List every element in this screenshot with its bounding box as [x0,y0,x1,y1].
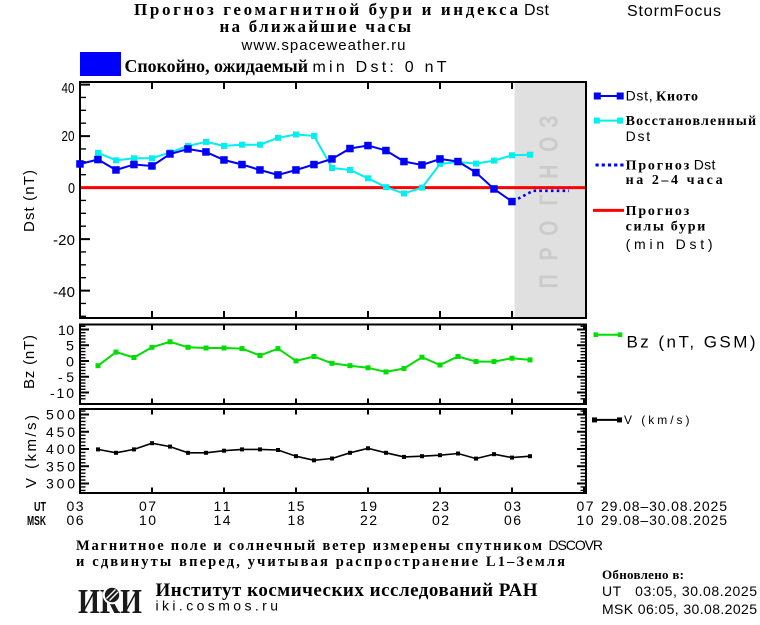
svg-text:07: 07 [577,498,594,514]
svg-text:Прогноз: Прогноз [626,204,690,219]
svg-text:Прогноз: Прогноз [626,159,690,174]
svg-text:Bz (nT, GSM): Bz (nT, GSM) [627,333,756,352]
svg-text:Институт космических исследова: Институт космических исследований РАН [156,580,538,601]
svg-text:З: З [534,116,563,128]
svg-text:29.08–30.08.2025: 29.08–30.08.2025 [601,512,727,528]
svg-text:на 2–4 часа: на 2–4 часа [626,173,723,188]
svg-text:350: 350 [46,458,75,474]
svg-text:02: 02 [432,512,449,528]
svg-text:300: 300 [46,476,75,492]
svg-text:40: 40 [62,80,75,97]
svg-text:Dst,: Dst, [626,88,653,104]
svg-text:силы бури: силы бури [626,220,706,235]
svg-text:О: О [534,137,563,152]
svg-text:UT: UT [34,499,46,514]
svg-text:450: 450 [46,424,75,440]
svg-text:StormFocus: StormFocus [627,3,721,20]
svg-text:Прогноз геомагнитной бури и ин: Прогноз геомагнитной бури и индекса [134,0,519,19]
svg-text:UT 03:05, 30.08.2025: UT 03:05, 30.08.2025 [602,583,757,599]
svg-text:Киото: Киото [656,90,698,105]
svg-text:Н: Н [534,165,563,179]
svg-text:-40: -40 [53,284,75,301]
svg-text:06: 06 [67,512,84,528]
svg-text:Г: Г [534,194,563,205]
svg-text:V (km/s): V (km/s) [624,413,690,427]
svg-text:03: 03 [67,498,84,514]
svg-text:Спокойно, ожидаемый: Спокойно, ожидаемый [125,56,309,76]
svg-text:23: 23 [432,498,449,514]
svg-text:10: 10 [139,512,156,528]
svg-text:11: 11 [214,498,231,514]
svg-text:29.08–30.08.2025: 29.08–30.08.2025 [601,498,727,514]
svg-text:22: 22 [360,512,377,528]
svg-text:MSK: MSK [27,513,46,528]
svg-text:19: 19 [360,498,377,514]
svg-text:10: 10 [58,322,74,338]
svg-text:14: 14 [214,512,231,528]
svg-text:DSCOVR: DSCOVR [549,537,604,553]
svg-text:Dst: Dst [524,2,550,19]
svg-text:18: 18 [288,512,305,528]
svg-text:07: 07 [139,498,156,514]
svg-text:5: 5 [66,338,74,354]
svg-text:-10: -10 [50,385,74,401]
svg-text:Dst: Dst [694,157,716,173]
svg-text:Магнитное поле и солнечный вет: Магнитное поле и солнечный ветер измерен… [76,538,542,554]
svg-text:Dst: Dst [626,128,651,144]
svg-text:П: П [534,274,563,288]
svg-text:03: 03 [504,498,521,514]
svg-text:20: 20 [62,128,75,145]
svg-text:0: 0 [66,353,74,369]
svg-text:О: О [534,221,563,236]
svg-text:Р: Р [534,247,563,260]
svg-text:0: 0 [68,180,75,197]
svg-text:Dst (nT): Dst (nT) [21,170,38,232]
svg-text:500: 500 [46,407,75,423]
svg-text:400: 400 [46,441,75,457]
svg-text:-20: -20 [53,232,75,249]
svg-text:-5: -5 [58,369,74,385]
svg-text:Обновлено в:: Обновлено в: [602,567,684,582]
svg-text:Bz (nT): Bz (nT) [21,335,38,389]
svg-text:www.spaceweather.ru: www.spaceweather.ru [241,37,406,54]
svg-text:на ближайшие часы: на ближайшие часы [220,17,412,36]
svg-text:Восстановленный: Восстановленный [626,114,757,129]
svg-text:10: 10 [577,512,594,528]
svg-text:15: 15 [288,498,305,514]
svg-text:V (km/s): V (km/s) [23,415,40,488]
svg-text:06: 06 [504,512,521,528]
svg-text:(min Dst): (min Dst) [626,236,713,252]
svg-text:MSK 06:05, 30.08.2025: MSK 06:05, 30.08.2025 [602,601,757,617]
